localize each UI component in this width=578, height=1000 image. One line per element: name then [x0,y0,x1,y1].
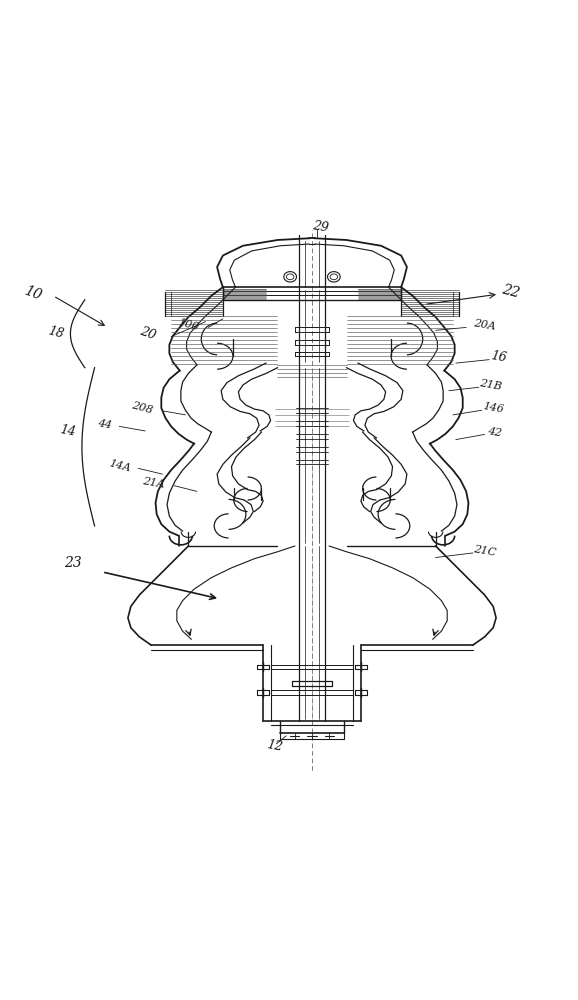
Text: 18: 18 [47,325,65,342]
Text: 42: 42 [487,426,503,438]
Text: 21B: 21B [479,378,502,392]
Text: 29: 29 [312,219,329,235]
Text: 100: 100 [177,317,200,332]
Text: 20: 20 [138,324,158,342]
Text: 14: 14 [58,423,76,439]
Text: 20A: 20A [473,318,497,331]
Text: 23: 23 [64,556,82,570]
Text: 10: 10 [23,283,44,303]
Text: 22: 22 [500,283,521,301]
Text: 208: 208 [131,400,154,416]
Text: 14A: 14A [108,458,131,473]
Text: 21A: 21A [142,476,166,490]
Text: 21C: 21C [472,544,497,558]
Text: 12: 12 [266,738,284,754]
Text: 16: 16 [490,350,508,365]
Text: 146: 146 [482,401,505,415]
Text: 44: 44 [97,418,113,430]
